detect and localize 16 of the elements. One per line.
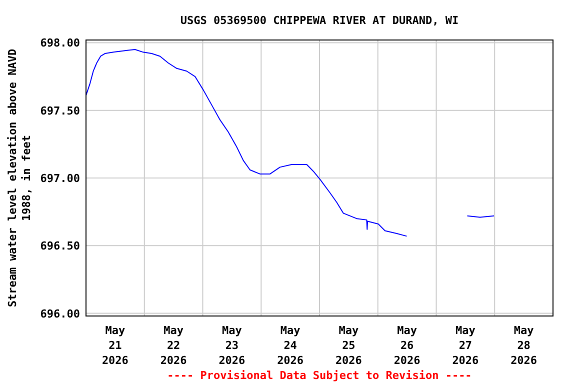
x-tick-label: May 24 2026 (277, 324, 304, 367)
y-tick-label: 697.50 (40, 104, 80, 118)
y-tick-label: 697.00 (40, 172, 80, 185)
y-tick-label: 698.00 (40, 36, 80, 50)
text: ---- Provisional Data Subject to Revision ---- (167, 369, 472, 382)
x-tick-label: May 28 2026 (510, 324, 538, 367)
x-tick-label: May 27 2026 (452, 324, 480, 367)
x-tick-label: May 22 2026 (160, 324, 188, 367)
x-tick-label: May 25 2026 (335, 324, 362, 367)
x-tick-label: May 21 2026 (102, 324, 129, 367)
y-axis-title: Stream water level elevation above NAVD 1988, in feet (6, 48, 33, 308)
x-tick-label: May 26 2026 (394, 324, 421, 367)
x-tick-label: May 23 2026 (218, 324, 246, 367)
y-tick-label: 696.50 (40, 240, 80, 253)
y-tick-label: 696.00 (40, 307, 80, 320)
chart-title: USGS 05369500 CHIPPEWA RIVER AT DURAND, WI (180, 14, 459, 27)
